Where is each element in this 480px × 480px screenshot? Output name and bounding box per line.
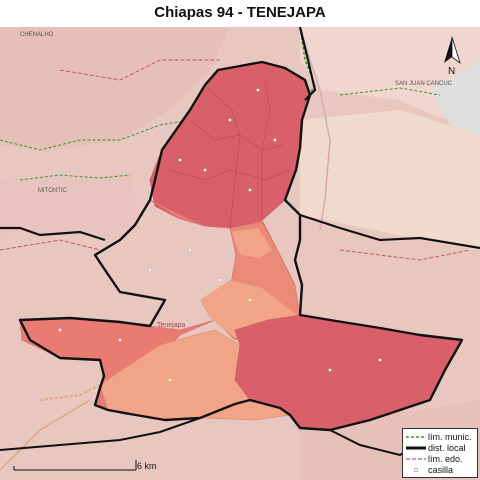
casilla-point [148, 268, 152, 272]
thick-black-line-icon [406, 446, 426, 450]
casilla-point [58, 328, 62, 332]
casilla-point [168, 378, 172, 382]
casilla-point [218, 278, 222, 282]
place-label-mitontic: MITONTIC [38, 188, 68, 194]
legend-label: casilla [428, 465, 454, 475]
legend-item-district: dist. local [403, 442, 479, 454]
municipal-limit [0, 119, 191, 151]
north-arrow-label: N [448, 66, 455, 77]
casilla-point [203, 168, 207, 172]
municipal-limit [19, 174, 131, 181]
municipio-section-light-a[interactable] [232, 228, 272, 258]
gray-area [430, 60, 480, 135]
district-line [299, 213, 480, 250]
subdivision-line [169, 169, 291, 181]
municipio-outline [18, 60, 464, 432]
casilla-points [58, 88, 382, 382]
district-line [0, 226, 106, 242]
casilla-point [188, 248, 192, 252]
casilla-point [248, 188, 252, 192]
subdivision-line [261, 79, 271, 220]
casilla-point [178, 158, 182, 162]
red-dashed-line-icon [406, 458, 426, 460]
map-canvas[interactable]: CHENALHO MITONTIC SAN JUAN CANCUC Teneja… [0, 27, 480, 480]
casilla-point [273, 138, 277, 142]
legend-item-casilla: casilla [403, 464, 479, 476]
scale-bar-label: 6 km [137, 461, 157, 471]
legend-item-state-limit: lím. edo. [403, 453, 479, 465]
subdivision-line [209, 89, 241, 229]
casilla-point [248, 298, 252, 302]
neighbor-area-right [300, 110, 480, 250]
legend-label: dist. local [428, 443, 466, 453]
place-label-san-juan-cancuc: SAN JUAN CANCUC [395, 81, 453, 87]
casilla-point [228, 118, 232, 122]
district-line [298, 27, 317, 101]
neighbor-area-top-left [0, 27, 230, 150]
legend-item-municipal-limit: lím. munic. [403, 431, 479, 443]
casilla-point [328, 368, 332, 372]
casilla-point [118, 338, 122, 342]
municipal-limit [339, 87, 441, 96]
place-label-chenalho: CHENALHO [20, 32, 54, 38]
map-legend: lím. munic. dist. local lím. edo. casill… [402, 428, 478, 478]
road-line [39, 384, 101, 401]
legend-label: lím. edo. [428, 454, 463, 464]
small-circle-icon [413, 467, 419, 473]
casilla-point [378, 358, 382, 362]
legend-label: lím. munic. [428, 432, 472, 442]
casilla-point [256, 88, 260, 92]
state-limit [339, 249, 471, 261]
district-line [0, 417, 201, 451]
neighbor-area-left [0, 175, 140, 240]
north-arrow-icon: N [444, 36, 461, 77]
state-limit [59, 59, 220, 81]
green-dashed-line-icon [406, 436, 426, 438]
state-limit [0, 239, 101, 251]
place-label-tenejapa: Tenejapa [157, 322, 186, 329]
map-title: Chiapas 94 - TENEJAPA [154, 4, 326, 21]
scale-bar: 6 km [13, 460, 157, 471]
road-line [299, 27, 331, 231]
road-line [0, 399, 91, 471]
